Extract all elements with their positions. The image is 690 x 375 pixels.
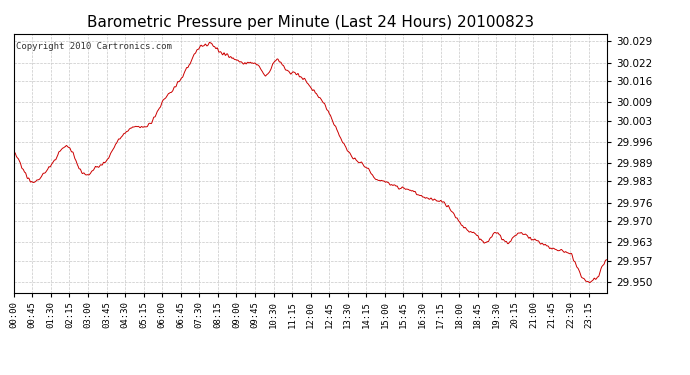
Text: Copyright 2010 Cartronics.com: Copyright 2010 Cartronics.com bbox=[16, 42, 171, 51]
Title: Barometric Pressure per Minute (Last 24 Hours) 20100823: Barometric Pressure per Minute (Last 24 … bbox=[87, 15, 534, 30]
